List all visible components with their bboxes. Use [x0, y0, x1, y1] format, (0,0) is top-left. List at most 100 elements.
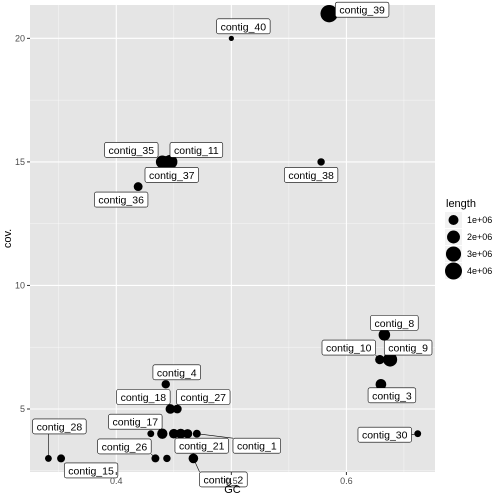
point-label-box	[216, 18, 271, 35]
y-tick-label: 20	[15, 33, 25, 43]
data-point	[165, 404, 176, 414]
legend-label: 4e+06	[467, 266, 492, 276]
point-label-text: contig_3	[372, 390, 412, 402]
data-point	[57, 454, 66, 463]
point-label-text: contig_15	[68, 465, 114, 477]
point-label-box	[335, 1, 390, 18]
point-label-box	[94, 191, 149, 208]
point-label-box	[284, 167, 339, 183]
point-label: contig_27	[176, 389, 231, 405]
point-label: contig_37	[144, 167, 199, 183]
point-label: contig_35	[104, 142, 159, 158]
point-label: contig_11	[169, 142, 224, 158]
point-label-text: contig_18	[121, 392, 167, 404]
point-label: contig_40	[216, 18, 271, 35]
x-axis-title: GC	[224, 484, 241, 496]
data-point	[317, 158, 325, 166]
data-point	[151, 454, 160, 463]
point-label-box	[104, 142, 159, 158]
point-label: contig_39	[335, 1, 390, 18]
point-label-text: contig_27	[180, 392, 226, 404]
data-point	[147, 430, 155, 438]
point-label: contig_9	[383, 339, 433, 356]
data-point	[169, 428, 179, 439]
point-label-text: contig_1	[237, 441, 277, 453]
point-label-text: contig_30	[362, 430, 408, 442]
data-point	[133, 182, 143, 192]
point-label-box	[108, 413, 163, 430]
point-label-box	[169, 142, 224, 158]
label-connector	[196, 433, 234, 439]
data-point	[378, 329, 391, 341]
point-label-text: contig_35	[109, 145, 155, 157]
data-point	[172, 404, 182, 414]
point-label-box	[370, 315, 419, 331]
point-label-text: contig_10	[326, 343, 372, 355]
data-point	[375, 354, 385, 365]
point-label: contig_8	[370, 315, 419, 331]
y-tick-label: 5	[20, 404, 25, 414]
legend-label: 1e+06	[467, 215, 492, 225]
point-label-text: contig_28	[37, 421, 83, 433]
data-point	[182, 429, 193, 439]
size-legend: length 1e+06 2e+06 3e+06 4e+06	[445, 198, 492, 280]
data-points	[44, 4, 422, 464]
data-point	[228, 35, 234, 41]
point-label: contig_28	[32, 418, 87, 435]
data-point	[157, 428, 168, 439]
data-point	[192, 429, 201, 438]
point-label: contig_38	[284, 167, 339, 183]
data-point	[188, 453, 199, 464]
legend-symbol	[445, 262, 462, 280]
point-label-box	[144, 167, 199, 183]
point-label-text: contig_8	[375, 318, 415, 330]
point-label-text: contig_9	[388, 343, 428, 355]
point-label: contig_3	[367, 387, 417, 404]
x-tick-label: 0.4	[110, 476, 123, 486]
point-label: contig_10	[321, 339, 376, 356]
point-label-text: contig_39	[339, 5, 385, 17]
legend-symbol	[445, 246, 462, 262]
point-label-text: contig_36	[98, 195, 144, 207]
point-label: contig_18	[116, 389, 171, 405]
point-labels: contig_39 contig_40 contig_35 contig_11cont…	[32, 1, 433, 488]
point-label-text: contig_11	[174, 145, 219, 157]
point-label-text: contig_38	[288, 170, 334, 182]
point-label: contig_26	[97, 438, 152, 455]
point-label-box	[232, 437, 281, 454]
data-point	[383, 352, 398, 367]
point-label-text: contig_2	[204, 474, 244, 486]
plot-panel	[30, 5, 435, 472]
point-label-text: contig_17	[113, 417, 159, 429]
point-label-box	[383, 339, 433, 356]
point-label: contig_17	[108, 413, 163, 430]
point-label-box	[199, 471, 248, 488]
point-label-box	[176, 389, 231, 405]
y-axis-title: cov.	[2, 229, 14, 248]
point-label: contig_36	[94, 191, 149, 208]
point-label-text: contig_26	[102, 441, 148, 453]
point-label-text: contig_21	[179, 441, 225, 453]
legend-symbol	[447, 230, 460, 244]
data-point	[375, 378, 387, 390]
axes: 0.4 0.5 0.6 5 10 15 20	[15, 33, 353, 486]
point-label: contig_15	[63, 462, 119, 479]
point-label-box	[174, 437, 229, 454]
data-point	[175, 428, 186, 439]
point-label-text: contig_37	[149, 170, 195, 182]
legend-symbol	[448, 215, 459, 225]
point-label-text: contig_40	[221, 21, 267, 33]
point-label-box	[32, 418, 87, 435]
point-label-box	[97, 438, 152, 455]
point-label: contig_21	[174, 437, 229, 454]
y-tick-label: 15	[15, 157, 25, 167]
point-label-box	[116, 389, 171, 405]
data-point	[44, 454, 52, 462]
point-label: contig_1	[232, 437, 281, 454]
point-label: contig_30	[357, 426, 412, 443]
point-label-box	[321, 339, 376, 356]
point-label-box	[367, 387, 417, 404]
point-label: contig_2	[199, 471, 248, 488]
legend-label: 3e+06	[467, 249, 492, 259]
